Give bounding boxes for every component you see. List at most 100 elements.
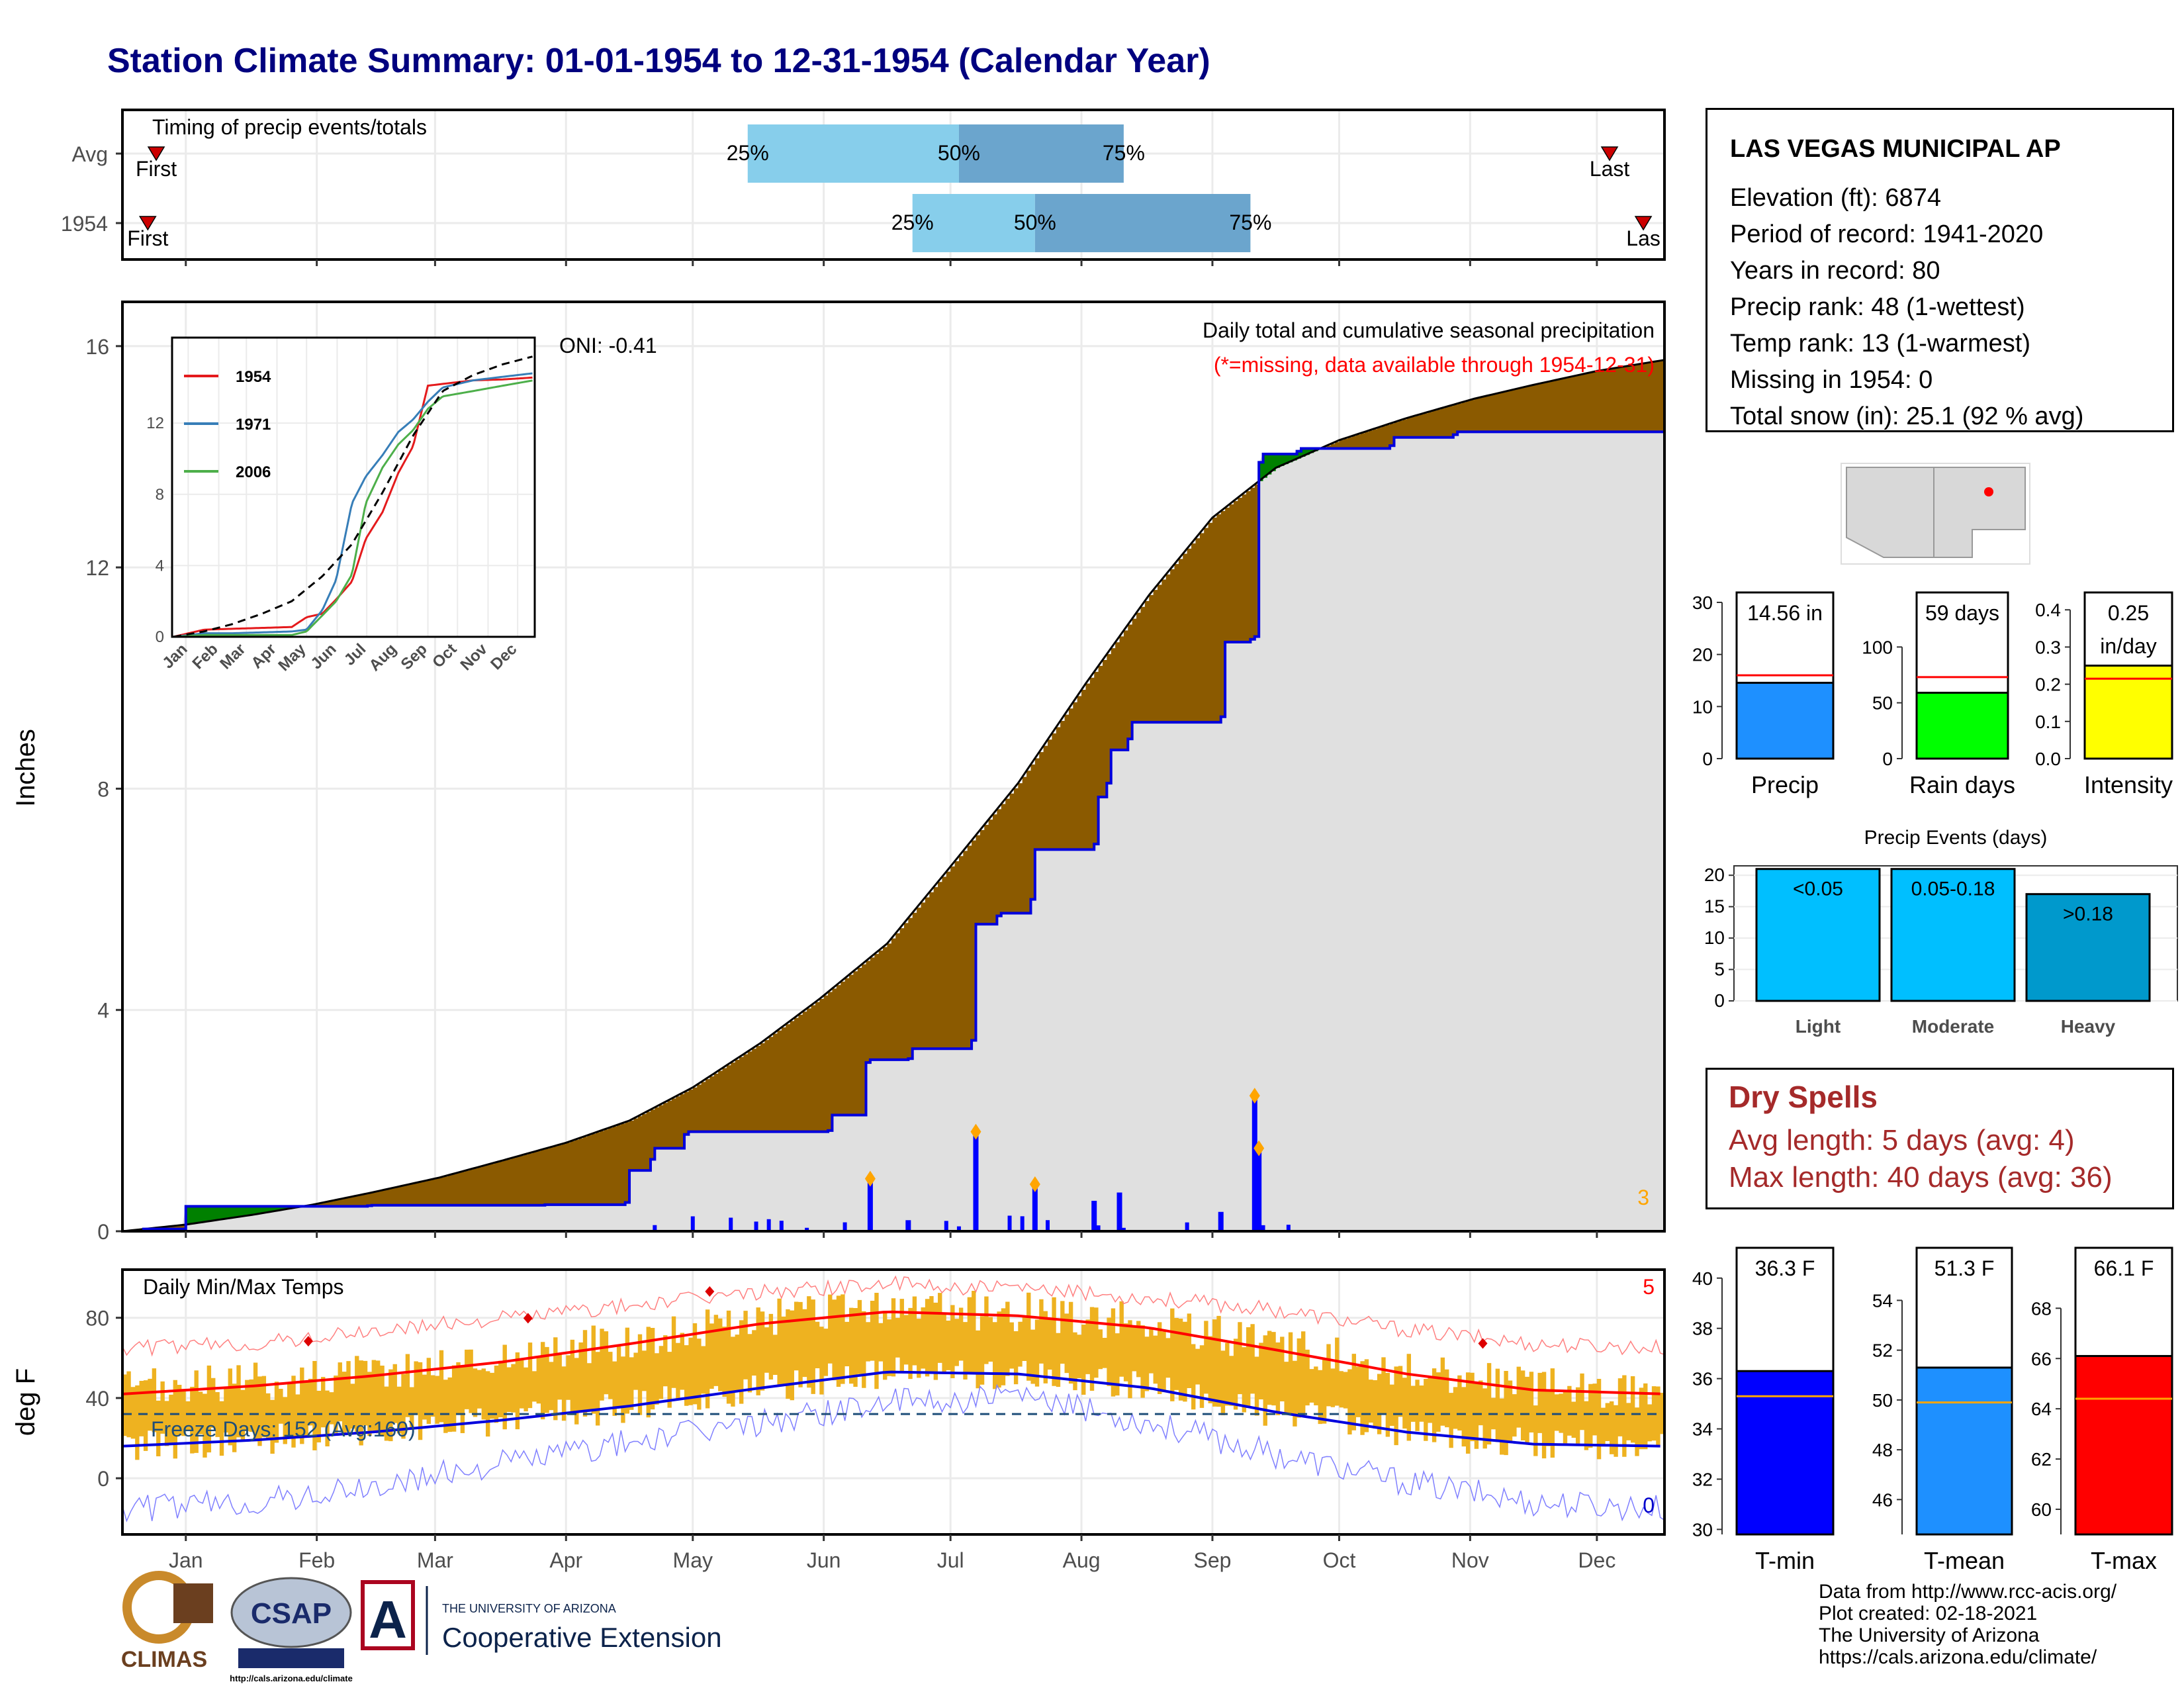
inset-bg	[172, 338, 535, 637]
precip-cumulative-fill	[122, 426, 1664, 1232]
daily-precip-bar	[1007, 1215, 1012, 1231]
events-title: Precip Events (days)	[1864, 827, 2048, 849]
page-title: Station Climate Summary: 01-01-1954 to 1…	[107, 42, 1210, 80]
logos: CLIMAS CSAP http://cals.arizona.edu/climat…	[121, 1571, 722, 1683]
precip-oni-label: ONI: -0.41	[559, 334, 657, 357]
inset-y-tick-label: 8	[156, 486, 164, 504]
temp-count-high: 5	[1643, 1275, 1655, 1299]
daily-precip-bar	[690, 1216, 695, 1231]
ua-logo-letter: A	[369, 1590, 407, 1649]
precip-missing-count: 3	[1637, 1186, 1649, 1209]
tmin-bar-tick-label: 40	[1692, 1268, 1713, 1289]
rain-days-value-label: 59 days	[1925, 601, 1999, 625]
tmax-bar-value-label: 66.1 F	[2094, 1256, 2154, 1280]
rain-days-bar	[1915, 692, 2009, 760]
rain-days-tick-label: 100	[1862, 637, 1893, 657]
daily-precip-bar	[754, 1221, 758, 1231]
month-x-tick-label: May	[673, 1548, 713, 1572]
precip-plot-border	[121, 301, 1666, 1233]
tmax-bar: 60 62 64 66 68 66.1 F T-max	[2031, 1246, 2173, 1574]
events-tick-label: 10	[1704, 927, 1725, 948]
precip-y-tick-label: 12	[85, 556, 109, 580]
intensity-bar	[2083, 665, 2173, 760]
tmean-bar-tick-label: 48	[1872, 1440, 1893, 1460]
tmin-bar-value-label: 36.3 F	[1755, 1256, 1815, 1280]
intensity-value-label: in/day	[2100, 634, 2156, 658]
month-x-tick-label: Sep	[1193, 1548, 1231, 1572]
precip-panel: 0 4 8 12 16 Inches Daily total and cumulative …	[11, 301, 1666, 1244]
precip-total-tick-label: 30	[1692, 592, 1713, 613]
events-tick-label: 5	[1714, 959, 1725, 980]
tmean-bar-tick-label: 46	[1872, 1489, 1893, 1510]
temp-y-tick-label: 0	[97, 1467, 109, 1491]
daily-precip-bar	[867, 1178, 873, 1231]
inset-y-tick-label: 0	[156, 628, 164, 646]
daily-precip-bar	[1091, 1201, 1097, 1231]
daily-precip-bar	[1032, 1184, 1038, 1231]
timing-first-marker	[147, 146, 165, 162]
tmean-bar-bar	[1915, 1366, 2013, 1536]
daily-precip-bar	[766, 1219, 771, 1231]
map-new-mexico	[1933, 467, 2026, 558]
timing-last-marker	[1634, 216, 1653, 231]
month-x-tick-label: Oct	[1323, 1548, 1356, 1572]
daily-precip-bar	[1185, 1222, 1189, 1231]
temp-panel: 0 40 80 deg F Daily Min/Max Temps Freeze Days…	[11, 1268, 1666, 1572]
tmin-bar-tick-label: 36	[1692, 1369, 1713, 1389]
station-snow: Total snow (in): 25.1 (92 % avg)	[1730, 402, 2084, 430]
daily-precip-marker	[864, 1170, 876, 1187]
footer-line: Plot created: 02-18-2021	[1819, 1603, 2038, 1624]
precip-total-bar	[1735, 681, 1835, 760]
tmax-bar-tick-label: 66	[2031, 1348, 2052, 1369]
rain-days: 0 50 100 59 days Rain days	[1862, 591, 2015, 798]
events-bar	[1890, 868, 2016, 1002]
tmean-bar-x-label: T-mean	[1924, 1547, 2005, 1574]
timing-row-label: Avg	[71, 142, 108, 166]
intensity: 0.0 0.1 0.2 0.3 0.4 0.25 in/day Intensity	[2035, 591, 2173, 798]
footer-line: Data from http://www.rcc-acis.org/	[1819, 1581, 2117, 1603]
month-x-tick-label: Jan	[169, 1548, 203, 1572]
precip-y-tick-label: 4	[97, 999, 109, 1023]
daily-precip-marker	[970, 1123, 981, 1140]
station-location-marker	[1984, 487, 1993, 496]
daily-precip-bar	[1251, 1096, 1257, 1231]
daily-precip-bar	[944, 1221, 948, 1231]
daily-precip-bar	[1020, 1216, 1024, 1231]
tmean-bar-tick-label: 54	[1872, 1290, 1893, 1311]
precip-events-chart: 0 5 10 15 20 <0.05 Light 0.05-0.18 Moderate >0.18…	[1704, 827, 2178, 1037]
timing-bar-dark	[958, 124, 1124, 183]
ua-logo-top-text: THE UNIVERSITY OF ARIZONA	[442, 1602, 616, 1615]
daily-precip-bar	[653, 1225, 657, 1231]
tmean-bar-tick-label: 52	[1872, 1340, 1893, 1361]
temp-y-axis-label: deg F	[11, 1368, 40, 1436]
station-precip-rank: Precip rank: 48 (1-wettest)	[1730, 293, 2025, 321]
daily-precip-bar	[1096, 1225, 1101, 1231]
tmax-bar-tick-label: 64	[2031, 1399, 2052, 1419]
precip-deficit-area	[126, 360, 1665, 1231]
daily-precip-bar	[842, 1222, 847, 1231]
daily-precip-bar	[1256, 1148, 1262, 1231]
timing-first-label: First	[136, 157, 177, 181]
ua-logo-bottom-text: Cooperative Extension	[442, 1622, 722, 1653]
temp-avg-min-line	[122, 1370, 1661, 1448]
timing-row-label: 1954	[61, 212, 108, 236]
daily-precip-bar	[1261, 1225, 1265, 1231]
timing-bar-dark	[1034, 194, 1251, 252]
timing-last-marker	[1600, 146, 1619, 162]
precip-1954-cumulative-line	[122, 426, 1666, 1233]
temp-record-marker	[1478, 1338, 1488, 1349]
precip-total-tick-label: 10	[1692, 696, 1713, 717]
tmin-bar-tick-label: 32	[1692, 1469, 1713, 1489]
inset-series-line	[173, 372, 533, 638]
tmin-bar-tick-label: 38	[1692, 1319, 1713, 1339]
tmin-bar-tick-label: 30	[1692, 1519, 1713, 1540]
daily-precip-bar	[805, 1227, 809, 1231]
timing-plot-border	[121, 109, 1666, 261]
csap-logo-base	[238, 1648, 344, 1668]
temp-plot-border	[121, 1268, 1666, 1536]
inset-legend-label: 1971	[236, 416, 271, 434]
rain-days-tick-label: 50	[1872, 693, 1893, 714]
events-tick-label: 0	[1714, 990, 1725, 1011]
tmax-bar-tick-label: 62	[2031, 1449, 2052, 1470]
